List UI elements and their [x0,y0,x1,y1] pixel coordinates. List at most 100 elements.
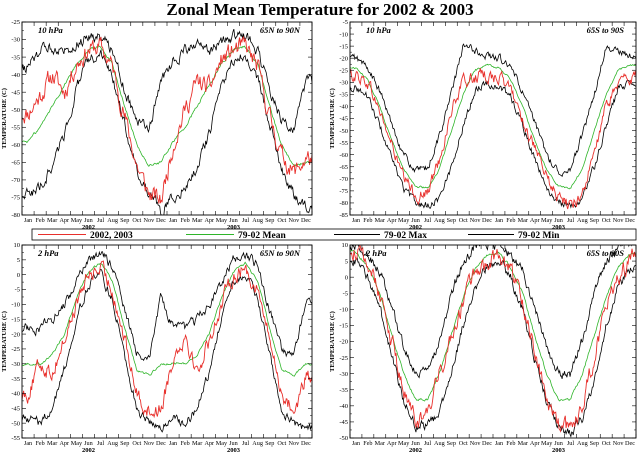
x-tick-label: Jan [495,440,503,447]
y-tick-label: 10 [14,242,21,249]
x-tick-label: Jan [169,217,177,224]
x-tick-label: Jul [97,217,105,224]
y-tick-label: -30 [339,371,348,378]
year-label: 2002 [82,447,95,454]
x-tick-label: Sep [447,440,456,447]
region-label: 65S to 90S [587,248,625,258]
y-tick-label: -25 [11,19,20,26]
series-line-4 [350,256,636,438]
year-label: 2003 [227,224,241,231]
y-tick-label: -70 [339,176,348,183]
x-tick-label: Nov [289,440,301,447]
x-tick-label: Oct [277,217,286,224]
x-tick-label: Jul [242,440,250,447]
x-tick-label: Feb [180,217,189,224]
y-tick-label: -5 [15,287,20,294]
y-tick-label: -80 [339,200,348,207]
series-line-4 [350,79,636,209]
x-tick-label: May [398,440,410,447]
x-tick-label: Sep [120,217,129,224]
year-label: 2002 [409,447,422,454]
pressure-level-label: 10 hPa [366,25,392,35]
x-tick-label: Dec [625,440,635,447]
series-line-1 [350,68,636,210]
x-tick-label: Nov [144,217,156,224]
x-tick-label: Mar [518,440,528,447]
x-tick-label: Aug [577,440,588,447]
y-tick-label: -15 [339,323,348,330]
x-tick-label: Jan [169,440,177,447]
x-tick-label: Oct [277,440,286,447]
y-tick-label: -45 [339,116,348,123]
x-tick-label: Feb [506,440,515,447]
x-tick-label: Mar [375,217,385,224]
x-tick-label: Oct [602,217,611,224]
y-tick-label: -40 [339,403,348,410]
legend-label-3: 79-02 Min [518,231,560,241]
x-tick-label: Jul [97,440,105,447]
x-tick-label: Dec [482,217,492,224]
x-tick-label: Jan [352,440,360,447]
y-tick-label: -35 [339,92,348,99]
x-tick-label: Feb [180,440,189,447]
x-tick-label: Nov [470,440,482,447]
x-tick-label: Dec [482,440,492,447]
x-tick-label: May [216,217,228,224]
x-tick-label: Aug [434,440,445,447]
x-tick-label: Jan [24,217,32,224]
region-label: 65N to 90N [260,25,301,35]
x-tick-label: Feb [35,440,44,447]
y-tick-label: -35 [339,387,348,394]
x-tick-label: Nov [289,217,301,224]
x-tick-label: Jun [84,217,93,224]
y-tick-label: -40 [339,104,348,111]
x-tick-label: Dec [156,440,166,447]
x-tick-label: Dec [301,217,311,224]
x-tick-label: Apr [530,217,540,224]
series-line-1 [350,245,636,433]
x-tick-label: Oct [459,440,468,447]
y-tick-label: -20 [339,55,348,62]
y-tick-label: -20 [11,331,20,338]
y-tick-label: -50 [339,435,348,442]
x-tick-label: Apr [59,440,69,447]
x-tick-label: May [216,440,228,447]
x-tick-label: Sep [447,217,456,224]
y-tick-label: 5 [17,257,20,264]
x-tick-label: Apr [387,217,397,224]
y-tick-label: -45 [11,89,20,96]
series-line-3 [350,43,636,178]
x-tick-label: Nov [470,217,482,224]
x-tick-label: Dec [625,217,635,224]
x-tick-label: Nov [613,440,625,447]
y-tick-label: -25 [339,67,348,74]
y-tick-label: -25 [11,346,20,353]
y-tick-label: -70 [11,177,20,184]
y-tick-label: -85 [339,212,348,219]
y-tick-label: -30 [11,361,20,368]
x-tick-label: Jun [84,440,93,447]
x-tick-label: Apr [204,217,214,224]
x-tick-label: Jul [567,440,575,447]
y-tick-label: -15 [339,43,348,50]
x-tick-label: Aug [434,217,445,224]
x-tick-label: Jun [411,217,420,224]
x-tick-label: Jun [411,440,420,447]
y-tick-label: 10 [342,242,349,249]
year-label: 2003 [227,447,241,454]
year-label: 2003 [552,224,566,231]
legend-label-0: 2002, 2003 [90,231,133,241]
y-tick-label: -35 [11,54,20,61]
year-label: 2002 [82,224,95,231]
series-line-2 [350,250,636,402]
year-label: 2003 [552,447,566,454]
y-tick-label: 0 [17,272,20,279]
y-tick-label: -50 [11,420,20,427]
x-tick-label: Feb [35,217,44,224]
x-tick-label: Mar [518,217,528,224]
plot-frame [349,21,637,216]
y-tick-label: -45 [11,406,20,413]
y-axis-label: TEMPERATURE (C) [329,311,336,372]
